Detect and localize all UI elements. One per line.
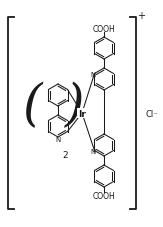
- Text: Ir: Ir: [78, 109, 86, 118]
- Text: N: N: [90, 71, 96, 77]
- Text: 2: 2: [62, 150, 68, 159]
- Text: N: N: [55, 136, 61, 142]
- Text: Cl⁻: Cl⁻: [146, 109, 158, 118]
- Text: COOH: COOH: [93, 192, 115, 201]
- Text: ): ): [65, 81, 85, 130]
- Text: N: N: [90, 148, 96, 154]
- Text: +: +: [137, 11, 145, 21]
- Text: (: (: [22, 81, 42, 130]
- Text: COOH: COOH: [93, 24, 115, 33]
